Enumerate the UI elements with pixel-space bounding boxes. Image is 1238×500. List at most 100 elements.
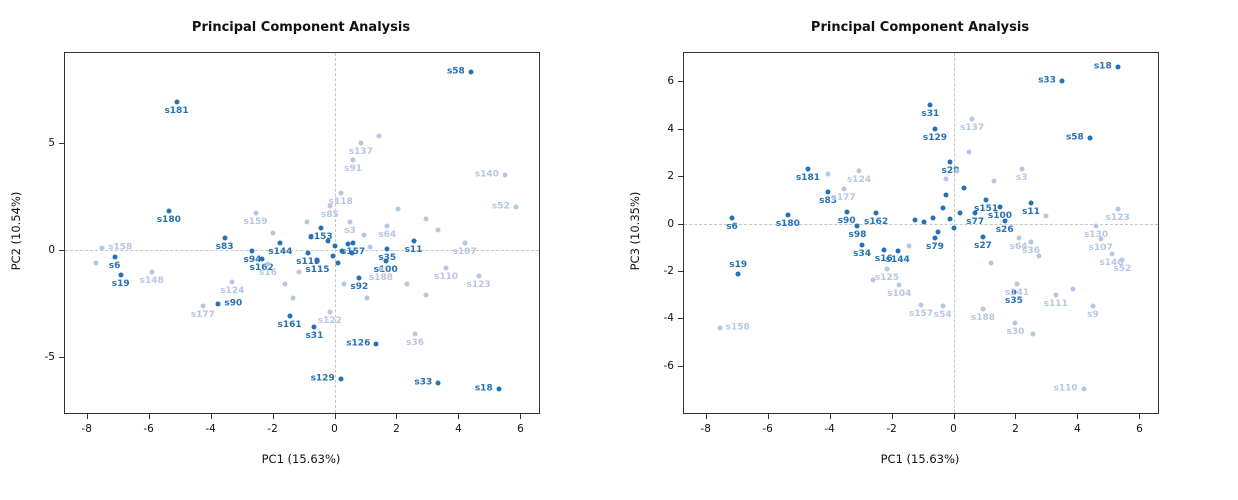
data-point xyxy=(462,240,468,246)
point-label: s144 xyxy=(885,254,910,265)
point-label: s107 xyxy=(1088,242,1113,253)
data-point xyxy=(1070,286,1076,292)
point-label: s124 xyxy=(846,175,872,186)
plot-area: -8 -6 -4 -2 0 2 4 6 -6 -4 -2 0 2 4 6 s18 s33 s31 s129 s58 s1… xyxy=(664,52,1159,435)
x-tick-mark xyxy=(1139,413,1141,419)
point-label: s79 xyxy=(925,241,944,252)
x-tick-label: 4 xyxy=(1074,423,1081,435)
point-label: s129 xyxy=(922,132,948,143)
data-point xyxy=(1011,289,1017,295)
data-point xyxy=(373,341,379,347)
y-tick-label: -6 xyxy=(663,359,674,372)
data-point xyxy=(951,225,957,231)
data-point xyxy=(983,197,989,203)
x-tick-mark xyxy=(953,413,955,419)
point-label: s33 xyxy=(414,377,433,388)
x-tick-mark xyxy=(210,413,212,419)
data-point xyxy=(384,246,390,252)
y-tick-label: 4 xyxy=(667,122,674,135)
data-point xyxy=(856,168,862,174)
point-label: s151 xyxy=(973,203,999,214)
data-point xyxy=(825,171,831,177)
data-point xyxy=(200,303,206,309)
data-point xyxy=(341,281,347,287)
point-label: s161 xyxy=(277,319,302,330)
data-point xyxy=(338,190,344,196)
x-tick-mark xyxy=(272,413,274,419)
data-point xyxy=(954,168,960,174)
point-label: s6 xyxy=(108,260,121,271)
data-point xyxy=(1081,386,1087,392)
data-point xyxy=(932,235,938,241)
data-point xyxy=(854,223,860,229)
point-label: s30 xyxy=(1006,327,1025,337)
point-label: s153 xyxy=(308,231,333,242)
x-tick-mark xyxy=(458,413,460,419)
point-label: s54 xyxy=(933,310,952,321)
data-point xyxy=(1043,213,1049,219)
x-tick-label: -2 xyxy=(886,423,897,435)
data-point xyxy=(249,248,255,254)
data-point xyxy=(253,210,259,216)
x-tick-label: 2 xyxy=(393,423,400,435)
x-tick-label: 0 xyxy=(950,423,957,435)
data-point xyxy=(921,219,927,225)
x-tick-mark xyxy=(891,413,893,419)
point-label: s27 xyxy=(974,240,992,251)
point-label: s100 xyxy=(373,264,398,275)
data-point xyxy=(844,209,850,215)
data-point xyxy=(825,189,831,195)
data-point xyxy=(358,140,364,146)
point-label: s16 xyxy=(258,268,277,279)
point-label: s58 xyxy=(1065,132,1084,143)
x-tick-mark xyxy=(86,413,88,419)
point-label: s104 xyxy=(887,289,912,300)
data-point xyxy=(1090,303,1096,309)
data-point xyxy=(361,232,367,238)
point-label: s111 xyxy=(1043,298,1068,309)
point-label: s115 xyxy=(305,264,330,275)
data-point xyxy=(859,242,865,248)
data-point xyxy=(932,126,938,132)
data-point xyxy=(304,219,310,225)
data-point xyxy=(972,210,978,216)
point-label: s83 xyxy=(215,242,234,253)
y-axis-label: PC2 (10.54%) xyxy=(9,191,23,271)
y-tick-label: -5 xyxy=(44,351,55,364)
point-label: s6 xyxy=(726,221,738,232)
data-point xyxy=(364,295,370,301)
data-point xyxy=(259,256,265,262)
data-point xyxy=(957,210,963,216)
x-tick-label: -8 xyxy=(700,423,711,435)
data-point xyxy=(496,386,502,392)
point-label: s158 xyxy=(108,242,133,253)
point-label: s31 xyxy=(921,109,940,120)
pca-plot-pc1-pc2: Principal Component Analysis PC2 (10.54%… xyxy=(9,20,540,466)
y-tick-label: -4 xyxy=(663,312,674,325)
data-point xyxy=(311,324,317,330)
data-point xyxy=(93,260,99,266)
point-label: s64 xyxy=(1009,241,1028,252)
y-tick-mark xyxy=(59,357,65,359)
point-label: s34 xyxy=(853,248,872,259)
data-point xyxy=(729,215,735,221)
y-tick-mark xyxy=(678,223,684,225)
y-tick-label: -2 xyxy=(663,264,674,277)
point-label: s33 xyxy=(1038,75,1056,86)
data-point xyxy=(327,309,333,315)
point-label: s100 xyxy=(987,210,1013,221)
point-label: s107 xyxy=(452,246,477,257)
point-label: s94 xyxy=(243,255,262,266)
data-point xyxy=(166,208,172,213)
x-tick-label: 6 xyxy=(1136,423,1143,435)
data-point xyxy=(350,240,356,246)
data-point xyxy=(332,243,338,249)
data-point xyxy=(270,230,276,236)
data-point xyxy=(395,206,401,212)
data-point xyxy=(966,149,972,155)
data-point xyxy=(841,186,847,192)
data-point xyxy=(318,225,324,231)
data-point xyxy=(384,223,390,228)
data-point xyxy=(1115,206,1121,212)
data-point xyxy=(943,192,949,198)
